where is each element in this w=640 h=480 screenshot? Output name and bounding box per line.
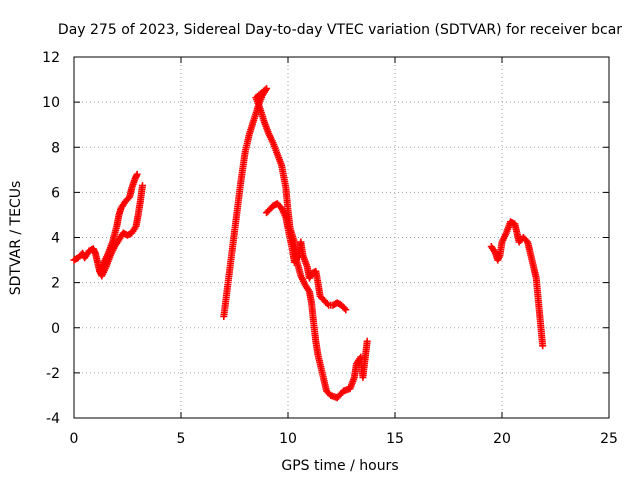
- y-tick-label: 4: [51, 231, 60, 247]
- x-tick-label: 25: [600, 431, 618, 447]
- chart-title: Day 275 of 2023, Sidereal Day-to-day VTE…: [58, 22, 622, 38]
- series-bcar-early-upper: [96, 170, 141, 275]
- x-tick-label: 15: [386, 431, 404, 447]
- data-point-marker: [363, 337, 371, 345]
- y-tick-label: 2: [51, 276, 60, 292]
- series-bcar-late: [487, 218, 547, 350]
- x-tick-label: 20: [493, 431, 511, 447]
- series-bcar-early: [70, 182, 146, 280]
- data-point-marker: [133, 170, 141, 178]
- data-point-marker: [323, 300, 331, 308]
- x-axis-label: GPS time / hours: [281, 458, 398, 474]
- y-tick-label: 10: [42, 95, 60, 111]
- y-tick-label: 8: [51, 140, 60, 156]
- x-tick-label: 10: [279, 431, 297, 447]
- y-tick-label: -4: [46, 411, 60, 427]
- y-tick-label: 12: [42, 50, 60, 66]
- data-point-marker: [539, 342, 547, 350]
- data-point-marker: [340, 304, 348, 312]
- grid: [74, 57, 609, 418]
- data-point-marker: [342, 306, 350, 314]
- y-tick-label: -2: [46, 366, 60, 382]
- data-series: [70, 85, 547, 402]
- y-tick-label: 6: [51, 185, 60, 201]
- y-tick-label: 0: [51, 321, 60, 337]
- y-axis-label: SDTVAR / TECUs: [8, 181, 24, 296]
- x-tick-label: 5: [177, 431, 186, 447]
- axis-ticks: 0 5 10 15 20 25 -4 -2 0 2 4 6 8 10 12: [42, 50, 618, 447]
- series-bcar-main-lower: [263, 200, 350, 314]
- series-bcar-main: [220, 85, 371, 402]
- data-point-marker: [138, 182, 146, 190]
- x-tick-label: 0: [70, 431, 79, 447]
